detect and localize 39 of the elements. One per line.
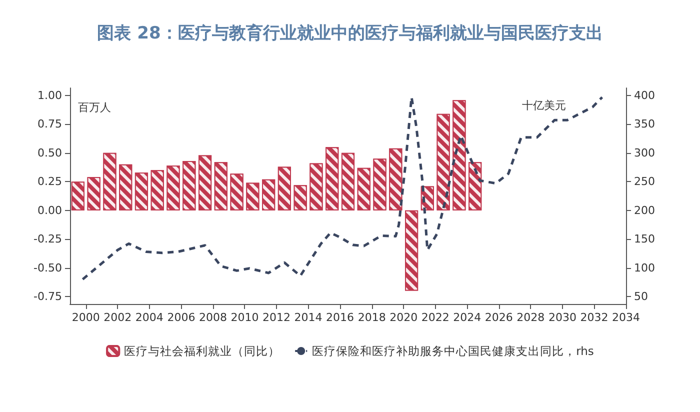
y2-tick-label: 250 xyxy=(634,175,655,188)
y-tick-label: -0.25 xyxy=(34,232,62,246)
x-tick-label: 2002 xyxy=(104,311,132,324)
x-tick-label: 2004 xyxy=(135,311,164,324)
y-tick-label: -0.75 xyxy=(34,290,62,304)
x-tick-label: 2018 xyxy=(358,311,386,324)
y2-tick-label: 200 xyxy=(634,204,655,217)
legend-label: 医疗保险和医疗补助服务中心国民健康支出同比，rhs xyxy=(312,344,594,358)
x-tick-label: 2026 xyxy=(484,311,513,324)
x-tick-label: 2008 xyxy=(198,311,227,324)
y-axis-title: 百万人 xyxy=(78,101,111,114)
x-tick-label: 2016 xyxy=(326,311,354,324)
chart-title: 图表 28：医疗与教育行业就业中的医疗与福利就业与国民医疗支出 xyxy=(97,22,603,44)
y-tick-label: 0.25 xyxy=(38,175,62,188)
x-tick-label: 2022 xyxy=(421,311,450,324)
x-tick-label: 2012 xyxy=(262,311,291,324)
y2-tick-label: 50 xyxy=(634,290,648,304)
y2-tick-label: 150 xyxy=(634,232,655,246)
y-tick-label: 0.75 xyxy=(38,118,62,131)
x-tick-label: 2000 xyxy=(72,311,100,324)
x-tick-label: 2030 xyxy=(548,311,576,324)
y2-axis-title: 十亿美元 xyxy=(522,99,566,112)
y-tick-label: 1.00 xyxy=(38,88,62,102)
x-tick-label: 2024 xyxy=(453,311,482,324)
y2-tick-label: 400 xyxy=(634,88,655,102)
x-tick-label: 2006 xyxy=(167,311,196,324)
y2-tick-label: 350 xyxy=(634,118,655,131)
x-tick-label: 2014 xyxy=(294,311,322,324)
x-tick-label: 2034 xyxy=(612,311,640,324)
x-tick-label: 2028 xyxy=(516,311,545,324)
y-tick-label: 0.00 xyxy=(38,204,62,217)
x-tick-label: 2020 xyxy=(390,311,418,324)
x-tick-label: 2010 xyxy=(230,311,259,324)
x-tick-label: 2032 xyxy=(580,311,608,324)
legend-label: 医疗与社会福利就业（同比） xyxy=(124,344,280,358)
y-tick-label: -0.50 xyxy=(34,261,62,274)
y2-tick-label: 100 xyxy=(634,261,655,274)
y2-tick-label: 300 xyxy=(634,146,655,160)
y-tick-label: 0.50 xyxy=(38,146,62,160)
